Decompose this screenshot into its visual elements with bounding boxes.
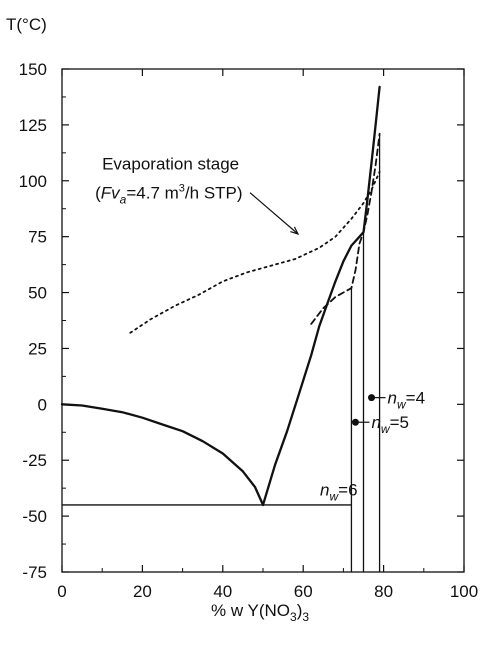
reference-lines — [62, 133, 381, 572]
y-tick-label: 75 — [28, 228, 47, 247]
x-axis-title-close: ) — [297, 601, 303, 620]
y-tick-label: -25 — [22, 451, 47, 470]
evaporation-label-part: Fv — [101, 184, 121, 203]
x-axis-title-sub2: 3 — [302, 610, 309, 624]
nw-label-subscript: w — [381, 422, 391, 436]
series-line-4 — [129, 170, 381, 334]
x-tick-labels: 0 20 40 60 80 100 — [57, 582, 478, 601]
y-axis-title: T(°C) — [6, 15, 47, 34]
nw-label-value: =6 — [338, 480, 357, 499]
x-tick-label: 100 — [450, 582, 478, 601]
evaporation-label-part: ( — [95, 184, 101, 203]
nw-label-1: nw=6 — [320, 480, 358, 503]
evaporation-label-part: a — [120, 193, 127, 207]
evaporation-label-line2: (Fva=4.7 m3/h STP) — [95, 183, 242, 207]
nw-label-symbol: n — [371, 413, 380, 432]
y-tick-label: -50 — [22, 507, 47, 526]
y-tick-label: 0 — [38, 395, 47, 414]
y-tick-label: 125 — [19, 116, 47, 135]
series-line-3 — [310, 132, 381, 325]
y-tick-label: 100 — [19, 172, 47, 191]
series-line-1 — [60, 403, 265, 507]
x-tick-label: 80 — [374, 582, 393, 601]
x-tick-label: 60 — [294, 582, 313, 601]
nw-label-value: =4 — [406, 389, 425, 408]
annotations: Evaporation stage(Fva=4.7 m3/h STP)nw=6n… — [95, 155, 425, 504]
plot-area — [61, 68, 465, 573]
evaporation-label-part: =4.7 m — [126, 184, 178, 203]
x-tick-label: 20 — [133, 582, 152, 601]
series-line-2 — [261, 85, 381, 507]
axis-ticks — [61, 68, 465, 573]
evaporation-arrow — [249, 192, 299, 235]
y-tick-label: 25 — [28, 339, 47, 358]
nw-label-symbol: n — [320, 480, 329, 499]
x-tick-label: 0 — [57, 582, 66, 601]
evaporation-label-part: 3 — [179, 183, 185, 195]
x-axis-title-sub1: 3 — [290, 610, 297, 624]
nw-label-2: nw=5 — [371, 413, 409, 436]
y-tick-labels: -75 -50 -25 0 25 50 75 100 125 150 — [19, 60, 47, 582]
y-tick-label: 150 — [19, 60, 47, 79]
evaporation-label-line1: Evaporation stage — [102, 155, 239, 174]
nw-label-symbol: n — [388, 389, 397, 408]
nw-label-value: =5 — [390, 413, 409, 432]
nw-label-subscript: w — [329, 489, 339, 503]
x-tick-label: 40 — [213, 582, 232, 601]
evaporation-arrowhead — [290, 226, 300, 236]
nw-label-3: nw=4 — [388, 389, 426, 412]
y-tick-label: -75 — [22, 563, 47, 582]
x-axis-title-main: % w Y(NO — [211, 601, 290, 620]
evaporation-label-part: /h STP) — [185, 184, 243, 203]
data-series — [60, 85, 381, 507]
x-axis-title: % w Y(NO3)3 — [211, 601, 309, 624]
nw-label-subscript: w — [397, 398, 407, 412]
y-tick-label: 50 — [28, 284, 47, 303]
